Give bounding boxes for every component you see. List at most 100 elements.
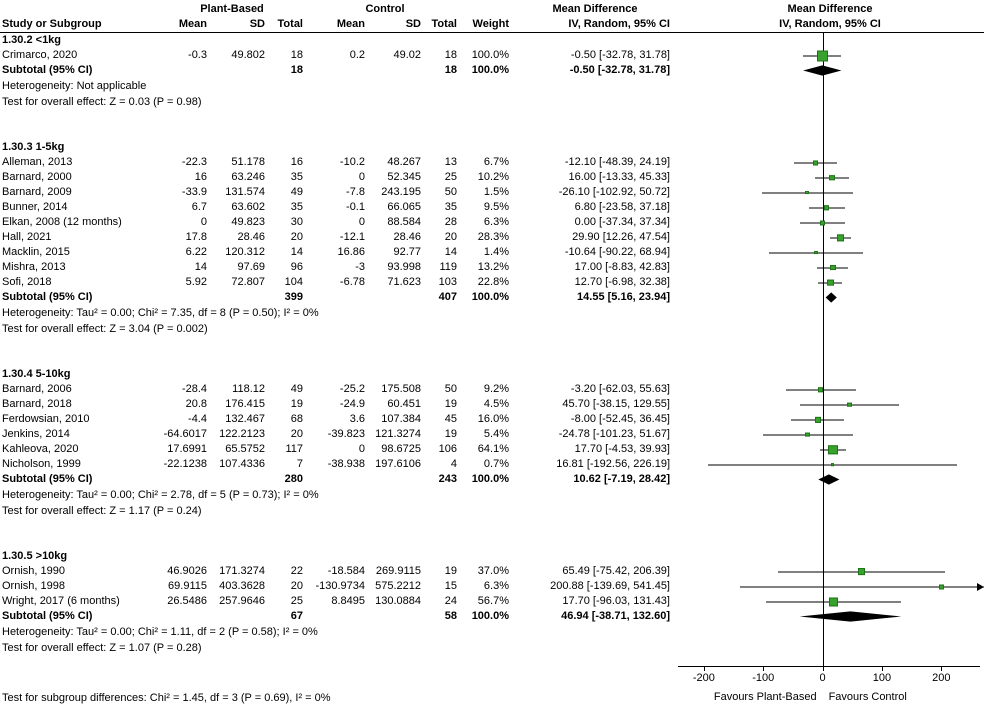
axis-tick	[703, 666, 705, 671]
effect-square	[828, 596, 838, 607]
header-row-groups: Plant-Based Control Mean Difference Mean…	[0, 2, 984, 16]
subtotal-label: Subtotal (95% CI)	[2, 610, 93, 622]
weight-value: 22.8%	[477, 276, 509, 288]
group2-mean: -12.1	[339, 231, 365, 243]
subtotal-diamond	[799, 611, 902, 622]
forest-rows: 1.30.2 <1kg Crimarco, 2020 -0.3 49.802 18 0.2…	[0, 33, 984, 704]
group1-sd: 257.9646	[219, 595, 265, 607]
weight-value: 28.3%	[477, 231, 509, 243]
weight-value: 64.1%	[477, 443, 509, 455]
weight-value: 100.0%	[471, 49, 509, 61]
spacer-row	[0, 125, 984, 140]
subtotal-row: Subtotal (95% CI) 67 58 100.0% 46.94 [-38.71…	[0, 609, 984, 624]
ci-arrow-right	[977, 582, 984, 591]
zero-line	[822, 352, 824, 367]
group1-sd: 51.178	[231, 156, 265, 168]
group1-mean: -28.4	[181, 383, 207, 395]
md-ci-text: 29.90 [12.26, 47.54]	[572, 231, 670, 243]
group1-total: 7	[296, 458, 303, 470]
forest-plot-cell	[676, 367, 984, 382]
forest-plot-cell	[676, 564, 984, 579]
md-ci-text: 16.81 [-192.56, 226.19]	[556, 458, 670, 470]
group2-sd: 92.77	[393, 246, 421, 258]
group1-sd: 49.802	[231, 49, 265, 61]
effect-square	[823, 204, 830, 211]
zero-line	[822, 230, 824, 245]
md-ci-text: -26.10 [-102.92, 50.72]	[558, 186, 670, 198]
study-name: Ornish, 1998	[2, 580, 65, 592]
weight-value: 13.2%	[477, 261, 509, 273]
group2-mean: -6.78	[339, 276, 365, 288]
weight-value: 9.5%	[483, 201, 509, 213]
group1-sd: 107.4336	[219, 458, 265, 470]
forest-plot-cell	[676, 140, 984, 155]
group1-mean: 5.92	[185, 276, 207, 288]
group2-total: 50	[444, 186, 457, 198]
subtotal-md-ci-text: 10.62 [-7.19, 28.42]	[573, 473, 670, 485]
axis-tick-label: -200	[692, 672, 715, 684]
group2-total: 119	[439, 261, 457, 273]
study-row: Bunner, 2014 6.7 63.602 35 -0.1 66.065 35 9.5% 6…	[0, 200, 984, 215]
effect-square	[847, 402, 853, 407]
weight-value: 1.4%	[483, 246, 509, 258]
favours-cell: Favours Plant-Based Favours Control	[676, 690, 984, 704]
md-ci-text: 6.80 [-23.58, 37.18]	[574, 201, 670, 213]
group1-total: 18	[290, 49, 303, 61]
group1-total: 20	[290, 580, 303, 592]
axis-tick	[822, 666, 824, 671]
subtotal-diamond	[803, 65, 842, 76]
group1-sd: 97.69	[237, 261, 265, 273]
heterogeneity-row: Heterogeneity: Tau² = 0.00; Chi² = 7.35,…	[0, 305, 984, 321]
group1-mean: 6.7	[191, 201, 207, 213]
group2-mean: -38.938	[327, 458, 365, 470]
study-row: Kahleova, 2020 17.6991 65.5752 117 0 98.6725 1…	[0, 442, 984, 457]
study-name: Macklin, 2015	[2, 246, 70, 258]
effect-square	[814, 250, 819, 255]
group2-mean: 0	[358, 216, 365, 228]
zero-line	[822, 534, 824, 549]
md-ci-text: -24.78 [-101.23, 51.67]	[558, 428, 670, 440]
group1-subtotal-total: 18	[290, 64, 303, 76]
study-name: Sofi, 2018	[2, 276, 52, 288]
weight-value: 37.0%	[477, 565, 509, 577]
group1-sd: 28.46	[237, 231, 265, 243]
weight-value: 6.7%	[483, 156, 509, 168]
group1-total: 25	[290, 595, 303, 607]
spacer-row	[0, 519, 984, 534]
zero-line	[822, 549, 824, 564]
study-row: Jenkins, 2014 -64.6017 122.2123 20 -39.823 12…	[0, 427, 984, 442]
subtotal-md-ci-text: -0.50 [-32.78, 31.78]	[569, 64, 670, 76]
md-ci-text: -3.20 [-62.03, 55.63]	[570, 383, 670, 395]
forest-plot-cell	[676, 442, 984, 457]
group2-mean: -0.1	[346, 201, 365, 213]
md-ci-text: 16.00 [-13.33, 45.33]	[568, 171, 670, 183]
effect-square	[826, 279, 834, 286]
forest-plot-cell	[676, 185, 984, 200]
group1-mean: -33.9	[181, 186, 207, 198]
forest-plot-cell	[676, 110, 984, 125]
group1-mean: 0	[200, 216, 207, 228]
md-ci-text: -12.10 [-48.39, 24.19]	[564, 156, 670, 168]
spacer-row	[0, 352, 984, 367]
ci-line	[739, 586, 984, 587]
md-ci-text: 65.49 [-75.42, 206.39]	[562, 565, 670, 577]
forest-plot-cell	[676, 412, 984, 427]
group2-mean: -18.584	[327, 565, 365, 577]
group1-mean: 17.6991	[167, 443, 207, 455]
group1-mean: -0.3	[188, 49, 207, 61]
group2-total: 19	[444, 398, 457, 410]
forest-plot-cell	[676, 382, 984, 397]
study-name: Ornish, 1990	[2, 565, 65, 577]
group1-sd: 72.807	[231, 276, 265, 288]
forest-plot-cell	[676, 549, 984, 564]
subgroup-title: 1.30.5 >10kg	[2, 550, 68, 562]
group1-total-header: Total	[277, 18, 303, 30]
subtotal-row: Subtotal (95% CI) 399 407 100.0% 14.55 [5.16…	[0, 290, 984, 305]
axis-tick-label: 0	[819, 672, 826, 684]
group2-mean: -25.2	[339, 383, 365, 395]
weight-value: 9.2%	[483, 383, 509, 395]
effect-square	[829, 264, 836, 271]
study-name: Barnard, 2000	[2, 171, 72, 183]
study-row: Sofi, 2018 5.92 72.807 104 -6.78 71.623 103 22.…	[0, 275, 984, 290]
subtotal-weight: 100.0%	[471, 64, 509, 76]
